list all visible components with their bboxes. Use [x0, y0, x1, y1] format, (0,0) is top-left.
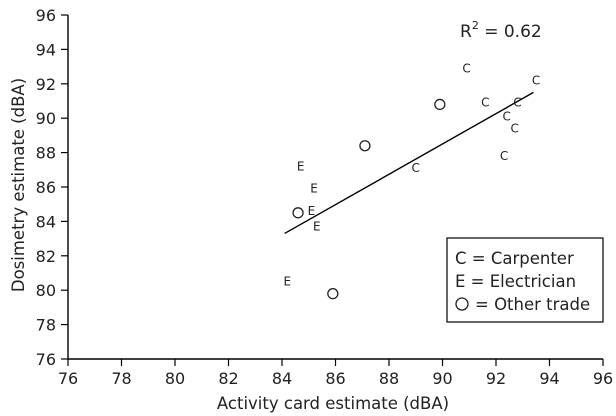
y-axis-title: Dosimetry estimate (dBA) — [9, 78, 28, 292]
y-tick-label: 84 — [36, 212, 56, 231]
legend-item-other-trade: = Other trade — [475, 295, 590, 314]
point-carpenter: C — [532, 73, 540, 87]
x-axis-title: Activity card estimate (dBA) — [217, 394, 449, 413]
x-tick-label: 82 — [218, 369, 238, 388]
y-ticks: 76 78 80 82 84 86 88 90 92 94 96 — [36, 6, 68, 369]
y-tick-label: 90 — [36, 109, 56, 128]
y-tick-label: 92 — [36, 75, 56, 94]
r-squared-annotation: R2 = 0.62 — [460, 19, 542, 42]
x-tick-label: 86 — [325, 369, 345, 388]
point-electrician: E — [308, 204, 316, 218]
x-tick-label: 90 — [432, 369, 452, 388]
y-tick-label: 76 — [36, 350, 56, 369]
point-electrician: E — [313, 220, 321, 234]
r-squared-superscript: 2 — [472, 19, 479, 32]
point-carpenter: C — [412, 161, 420, 175]
point-other-trade — [327, 287, 339, 300]
x-tick-label: 76 — [58, 369, 78, 388]
x-tick-label: 96 — [593, 369, 613, 388]
trend-line — [284, 91, 534, 235]
y-tick-label: 96 — [36, 6, 56, 25]
x-tick-label: 78 — [111, 369, 131, 388]
r-squared-value: = 0.62 — [479, 22, 542, 42]
y-tick-label: 78 — [36, 316, 56, 335]
legend-item-carpenter: C = Carpenter — [455, 249, 574, 268]
point-other-trade — [359, 140, 371, 152]
x-tick-label: 88 — [379, 369, 399, 388]
point-other-trade — [434, 98, 446, 111]
point-carpenter: C — [462, 61, 470, 75]
y-tick-label: 82 — [36, 247, 56, 266]
point-carpenter: C — [513, 96, 521, 110]
x-tick-label: 80 — [165, 369, 185, 388]
point-electrician: E — [284, 275, 292, 289]
legend-box — [446, 237, 604, 323]
x-tick-label: 84 — [272, 369, 292, 388]
r-squared-base: R — [460, 22, 472, 42]
x-ticks: 76 78 80 82 84 86 88 90 92 94 96 — [58, 359, 613, 388]
y-tick-label: 88 — [36, 144, 56, 163]
point-carpenter: C — [503, 109, 511, 123]
legend: C = Carpenter E = Electrician = Other tr… — [446, 237, 604, 323]
point-electrician: E — [310, 182, 318, 196]
point-carpenter: C — [511, 122, 519, 136]
point-other-trade — [292, 207, 304, 219]
y-tick-label: 86 — [36, 178, 56, 197]
x-tick-label: 92 — [486, 369, 506, 388]
legend-circle-icon — [455, 297, 469, 311]
legend-item-electrician: E = Electrician — [455, 272, 576, 291]
y-tick-label: 80 — [36, 281, 56, 300]
point-carpenter: C — [500, 149, 508, 163]
point-carpenter: C — [481, 96, 489, 110]
x-tick-label: 94 — [539, 369, 559, 388]
point-electrician: E — [297, 159, 305, 173]
y-tick-label: 94 — [36, 40, 56, 59]
